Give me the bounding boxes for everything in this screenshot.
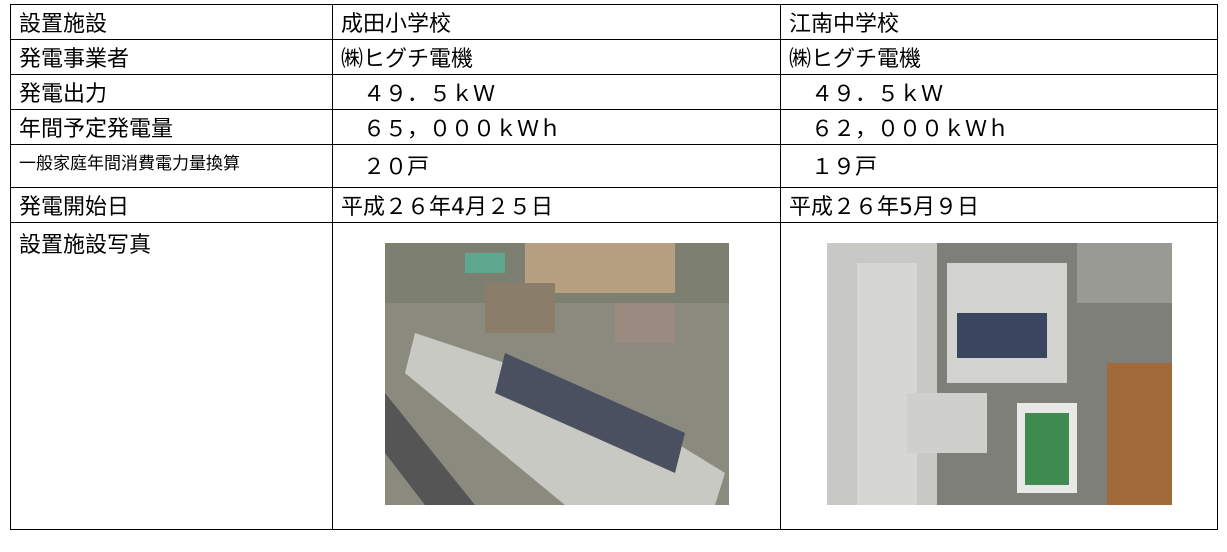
- cell: １９戸: [780, 144, 1218, 188]
- row: 発電出力 ４９．５ｋＷ ４９．５ｋＷ: [10, 74, 1218, 110]
- cell: 設置施設写真: [10, 222, 333, 530]
- row: 設置施設写真: [10, 222, 1218, 530]
- cell: 発電開始日: [10, 187, 333, 223]
- cell: ㈱ヒグチ電機: [332, 39, 781, 75]
- cell: [780, 222, 1218, 530]
- row: 発電事業者 ㈱ヒグチ電機 ㈱ヒグチ電機: [10, 39, 1218, 75]
- cell: 設置施設: [10, 4, 333, 40]
- row: 発電開始日 平成２６年4月２５日 平成２６年5月９日: [10, 187, 1218, 223]
- cell: ２０戸: [332, 144, 781, 188]
- cell: 一般家庭年間消費電力量換算: [10, 144, 333, 188]
- row: 設置施設 成田小学校 江南中学校: [10, 4, 1218, 40]
- facility-table: 設置施設 成田小学校 江南中学校 発電事業者 ㈱ヒグチ電機 ㈱ヒグチ電機 発電出…: [10, 4, 1218, 530]
- cell: ４９．５ｋＷ: [780, 74, 1218, 110]
- cell: 成田小学校: [332, 4, 781, 40]
- cell: ６２，０００ｋＷｈ: [780, 109, 1218, 145]
- cell: 江南中学校: [780, 4, 1218, 40]
- cell: 平成２６年5月９日: [780, 187, 1218, 223]
- row: 年間予定発電量 ６５，０００ｋＷｈ ６２，０００ｋＷｈ: [10, 109, 1218, 145]
- photo: [384, 243, 729, 505]
- cell: [332, 222, 781, 530]
- row: 一般家庭年間消費電力量換算 ２０戸 １９戸: [10, 144, 1218, 188]
- cell: 平成２６年4月２５日: [332, 187, 781, 223]
- cell: 発電事業者: [10, 39, 333, 75]
- cell: 年間予定発電量: [10, 109, 333, 145]
- cell: ４９．５ｋＷ: [332, 74, 781, 110]
- photo: [826, 243, 1172, 505]
- cell: ㈱ヒグチ電機: [780, 39, 1218, 75]
- cell: 発電出力: [10, 74, 333, 110]
- cell: ６５，０００ｋＷｈ: [332, 109, 781, 145]
